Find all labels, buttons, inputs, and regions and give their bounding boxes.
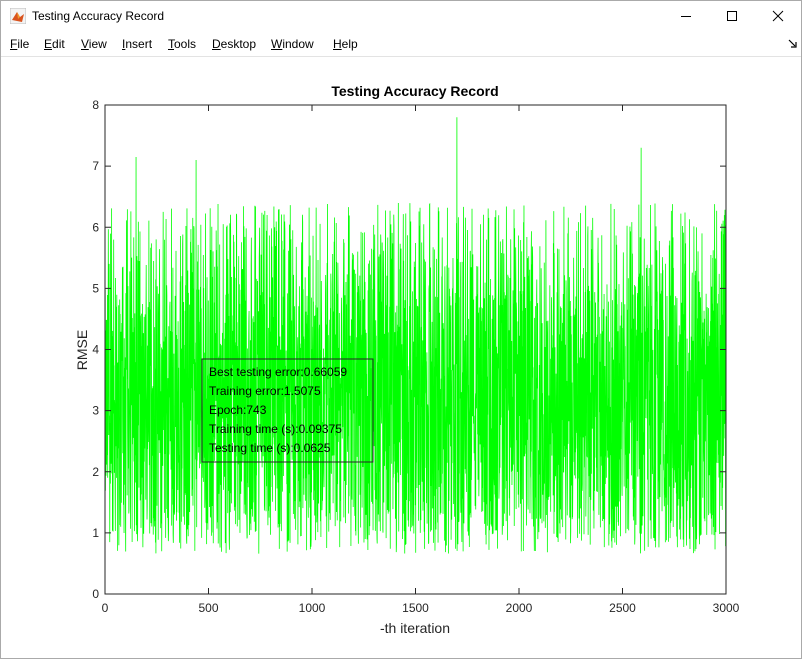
y-tick-label: 7 [92, 159, 99, 173]
annotation-box: Best testing error:0.66059 Training erro… [201, 358, 374, 463]
annotation-border [201, 358, 374, 463]
x-tick-label: 1500 [402, 601, 429, 615]
annotation-line: Training time (s):0.09375 [209, 422, 342, 436]
dock-arrow-icon[interactable] [788, 39, 798, 49]
x-tick-label: 2500 [609, 601, 636, 615]
x-tick-label: 2000 [506, 601, 533, 615]
x-tick-label: 0 [102, 601, 109, 615]
minimize-button[interactable] [663, 1, 709, 31]
axes-group: 0 500 1000 1500 2000 2500 3000 0 1 2 3 4 5 6 7 8 [92, 98, 739, 615]
menu-view[interactable]: View [81, 37, 107, 51]
x-tick-label: 3000 [713, 601, 740, 615]
annotation-line: Testing time (s):0.0625 [209, 441, 331, 455]
x-tick-label: 1000 [299, 601, 326, 615]
y-tick-label: 1 [92, 526, 99, 540]
figure-canvas: 0 500 1000 1500 2000 2500 3000 0 1 2 3 4 5 6 7 8 Testin… [1, 57, 801, 658]
rmse-series-line [104, 117, 727, 554]
annotation-line: Epoch:743 [209, 403, 267, 417]
x-axis-label: -th iteration [380, 620, 450, 636]
maximize-icon [727, 11, 737, 21]
y-tick-label: 8 [92, 98, 99, 112]
annotation-line: Training error:1.5075 [209, 384, 321, 398]
window-title: Testing Accuracy Record [32, 9, 165, 23]
menu-tools[interactable]: Tools [168, 37, 197, 51]
y-tick-label: 2 [92, 465, 99, 479]
menu-window[interactable]: Window [271, 37, 314, 51]
chart-title: Testing Accuracy Record [331, 83, 498, 99]
close-button[interactable] [755, 1, 801, 31]
matlab-icon [10, 8, 26, 24]
y-tick-label: 3 [92, 404, 99, 418]
y-tick-label: 0 [92, 587, 99, 601]
menu-file[interactable]: File [10, 37, 30, 51]
menu-insert[interactable]: Insert [122, 37, 153, 51]
minimize-icon [681, 16, 691, 17]
annotation-line: Best testing error:0.66059 [209, 365, 347, 379]
chart-svg: 0 500 1000 1500 2000 2500 3000 0 1 2 3 4 5 6 7 8 Testin… [74, 83, 740, 636]
y-tick-label: 4 [92, 343, 99, 357]
menu-bar: File Edit View Insert Tools Desktop Wind… [1, 34, 801, 57]
close-icon [772, 10, 784, 22]
menu-edit[interactable]: Edit [44, 37, 65, 51]
x-tick-label: 500 [198, 601, 218, 615]
y-axis-label: RMSE [74, 330, 90, 370]
menu-help[interactable]: Help [333, 37, 358, 51]
plot-group [104, 117, 727, 554]
menu-desktop[interactable]: Desktop [212, 37, 257, 51]
title-bar: Testing Accuracy Record [1, 1, 801, 31]
maximize-button[interactable] [709, 1, 755, 31]
y-tick-label: 5 [92, 281, 99, 295]
y-tick-label: 6 [92, 220, 99, 234]
